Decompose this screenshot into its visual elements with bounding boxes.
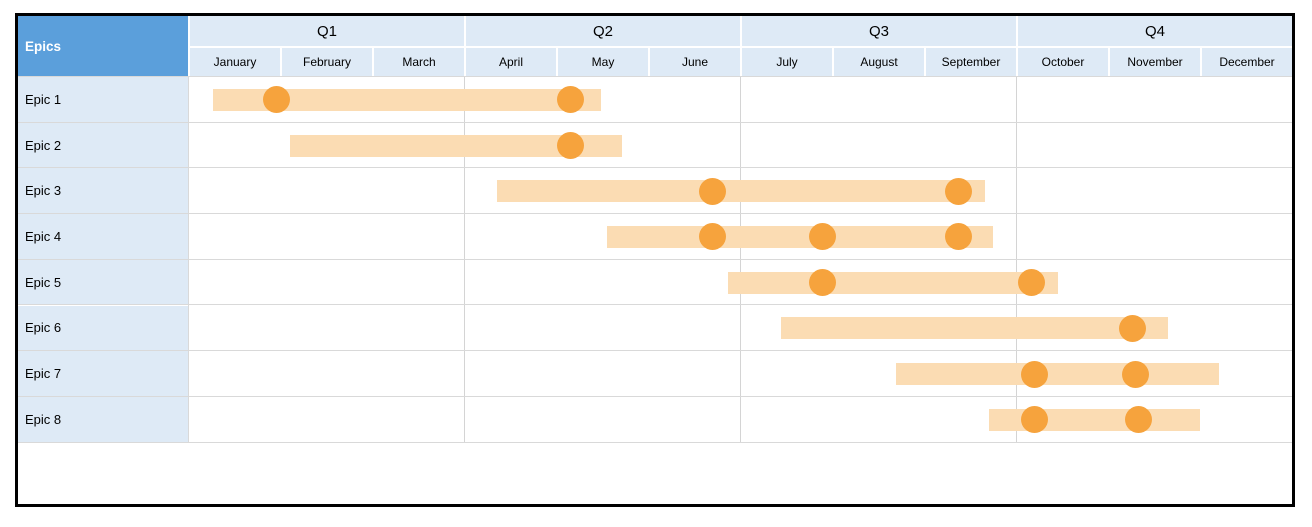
label-column-gridline <box>188 77 189 443</box>
gantt-bar <box>212 88 602 111</box>
month-header-cell: March <box>374 48 464 76</box>
epics-header-label: Epics <box>25 38 62 54</box>
epic-label: Epic 6 <box>25 320 62 336</box>
epic-row: Epic 4 <box>18 214 1292 260</box>
gantt-bar <box>290 134 623 157</box>
month-header-cell: August <box>834 48 924 76</box>
milestone-marker <box>262 86 290 114</box>
epic-row: Epic 2 <box>18 122 1292 169</box>
milestone-marker <box>1122 360 1150 388</box>
gantt-table: Epics Epic 1 Epic 2 Epic 3 Epic 4 Epic 5 Epic… <box>15 13 1295 507</box>
quarter-gridline <box>464 77 465 443</box>
milestone-marker <box>557 132 585 160</box>
quarter-gridline <box>1016 77 1017 443</box>
milestone-marker <box>698 223 726 251</box>
epic-label-cell: Epic 2 <box>18 122 188 168</box>
gantt-bar <box>728 271 1059 294</box>
month-header-cell: June <box>650 48 740 76</box>
milestone-marker <box>1020 360 1048 388</box>
epic-label-cell: Epic 1 <box>18 77 188 122</box>
epic-label-cell: Epic 7 <box>18 351 188 396</box>
epic-row: Epic 6 <box>18 305 1292 352</box>
epic-row: Epic 1 <box>18 77 1292 123</box>
month-header-cell: May <box>558 48 648 76</box>
epic-label: Epic 2 <box>25 137 62 153</box>
month-header-cell: October <box>1018 48 1108 76</box>
epic-label-cell: Epic 4 <box>18 214 188 259</box>
gantt-rows-area: Epic 1 Epic 2 Epic 3 Epic 4 Epic 5 Epic 6 Epic… <box>18 76 1292 443</box>
epic-row: Epic 7 <box>18 351 1292 397</box>
epics-header-cell: Epics <box>18 16 188 76</box>
month-header-cell: July <box>742 48 832 76</box>
epic-label-cell: Epic 3 <box>18 168 188 214</box>
quarter-header-cell: Q1 <box>190 16 464 46</box>
gantt-bar <box>896 363 1220 386</box>
epic-row: Epic 8 <box>18 396 1292 443</box>
milestone-marker <box>698 177 726 205</box>
milestone-marker <box>809 269 837 297</box>
gantt-bar <box>781 317 1168 340</box>
quarter-header-cell: Q2 <box>466 16 740 46</box>
month-header-cell: December <box>1202 48 1292 76</box>
quarter-header-cell: Q3 <box>742 16 1016 46</box>
epic-label-cell: Epic 6 <box>18 305 188 351</box>
epic-label: Epic 1 <box>25 91 62 107</box>
milestone-marker <box>1119 314 1147 342</box>
milestone-marker <box>557 86 585 114</box>
epic-label: Epic 5 <box>25 274 62 290</box>
epic-row: Epic 3 <box>18 168 1292 215</box>
milestone-marker <box>1018 269 1046 297</box>
epic-row: Epic 5 <box>18 259 1292 306</box>
milestone-marker <box>1124 406 1152 434</box>
epic-label: Epic 4 <box>25 228 62 244</box>
milestone-marker <box>809 223 837 251</box>
month-header-cell: February <box>282 48 372 76</box>
gantt-bar <box>497 180 985 203</box>
month-header-cell: November <box>1110 48 1200 76</box>
gantt-bar <box>606 225 993 248</box>
epic-label-cell: Epic 8 <box>18 396 188 442</box>
milestone-marker <box>1020 406 1048 434</box>
epic-label: Epic 8 <box>25 411 62 427</box>
milestone-marker <box>944 223 972 251</box>
epic-label-cell: Epic 5 <box>18 259 188 305</box>
month-header-cell: April <box>466 48 556 76</box>
month-header-cell: September <box>926 48 1016 76</box>
quarter-header-cell: Q4 <box>1018 16 1292 46</box>
epic-label: Epic 7 <box>25 366 62 382</box>
month-header-cell: January <box>190 48 280 76</box>
quarter-gridline <box>740 77 741 443</box>
epic-label: Epic 3 <box>25 183 62 199</box>
milestone-marker <box>944 177 972 205</box>
